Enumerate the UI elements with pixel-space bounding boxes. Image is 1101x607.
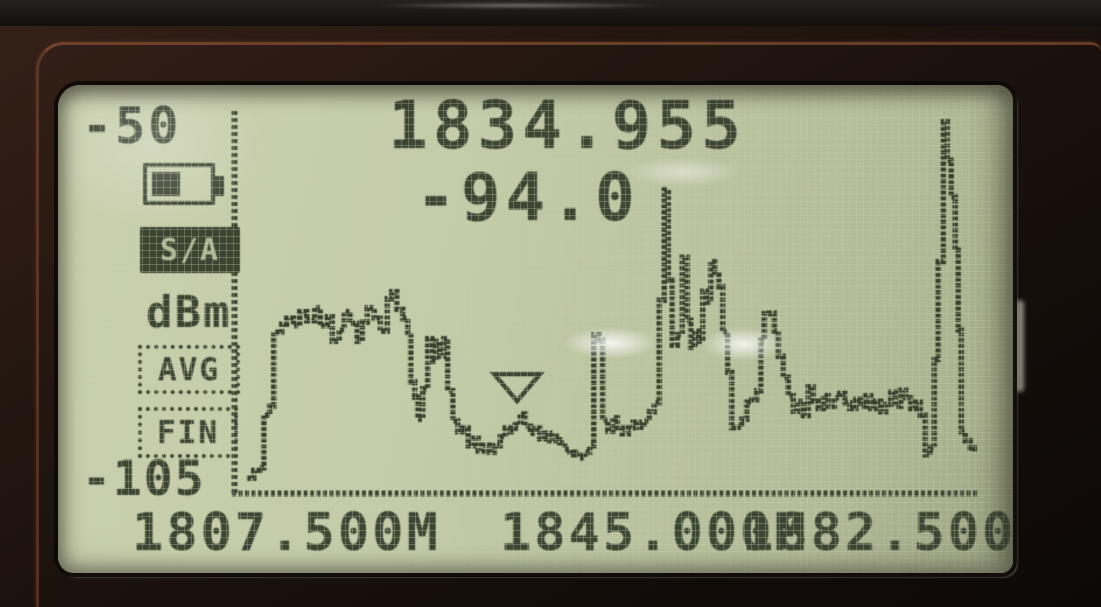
spectrum-trace xyxy=(246,119,977,481)
lcd-content: 1834.955 -94.0 -50 S/A dBm AVG FIN -105 … xyxy=(58,85,1013,573)
bezel-glint xyxy=(370,2,670,9)
spectrum-plot xyxy=(231,111,978,497)
marker-frequency-readout: 1834.955 xyxy=(388,87,746,164)
battery-fill xyxy=(152,172,180,196)
x-axis-label-start: 1807.500M xyxy=(132,503,441,563)
marker-triangle-icon xyxy=(489,371,545,405)
bezel-ridge xyxy=(36,42,1101,607)
battery-terminal xyxy=(215,176,224,196)
x-axis-label-center: 1845.000M xyxy=(500,503,809,563)
glass-edge-reflection xyxy=(1016,300,1024,392)
y-axis-min-label: -105 xyxy=(82,451,206,507)
x-axis-label-end: 1882.500M xyxy=(742,503,1013,563)
spectrum-analyzer-mode-badge: S/A xyxy=(140,227,240,273)
dbm-unit-label: dBm xyxy=(146,287,232,338)
avg-mode-box: AVG xyxy=(138,345,240,394)
marker-level-readout: -94.0 xyxy=(416,159,640,236)
y-axis-max-label: -50 xyxy=(82,97,182,155)
fin-mode-box: FIN xyxy=(138,407,238,458)
lcd-screen: 1834.955 -94.0 -50 S/A dBm AVG FIN -105 … xyxy=(58,85,1013,573)
battery-icon xyxy=(143,163,224,205)
